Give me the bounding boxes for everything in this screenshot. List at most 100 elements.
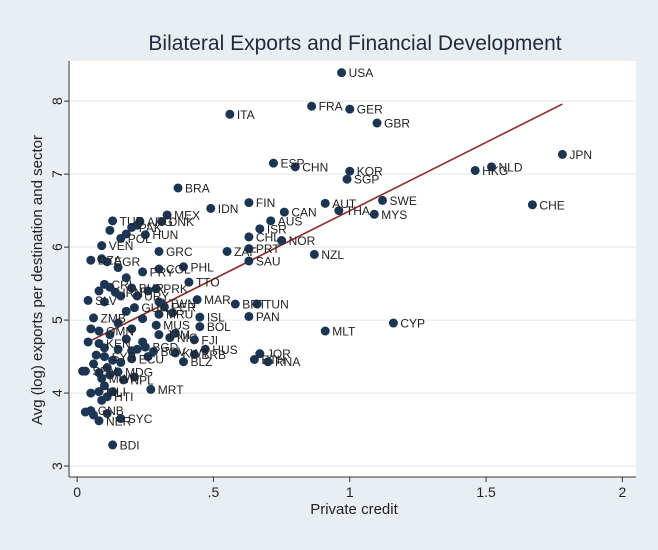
- data-point: [86, 324, 96, 334]
- data-point: [255, 349, 265, 359]
- point-label: SLV: [95, 294, 117, 308]
- data-point: [140, 230, 150, 240]
- point-label: IDN: [218, 202, 239, 216]
- data-point: [222, 246, 232, 256]
- data-point: [97, 241, 107, 251]
- data-point: [369, 209, 379, 219]
- data-point: [178, 262, 188, 272]
- data-point: [102, 392, 112, 402]
- point-label: KOR: [357, 165, 383, 179]
- data-point: [165, 333, 175, 343]
- point-label: COL: [166, 263, 191, 277]
- data-point: [89, 359, 99, 369]
- plot-area: [69, 61, 636, 477]
- point-label: NZL: [321, 248, 344, 262]
- data-point: [102, 409, 112, 419]
- x-tick-label: 2: [618, 484, 626, 500]
- point-label: BDI: [120, 438, 140, 452]
- data-point: [113, 318, 123, 328]
- data-point: [527, 200, 537, 210]
- point-label: BRT: [242, 298, 266, 312]
- point-label: AUS: [278, 214, 303, 228]
- data-point: [154, 309, 164, 319]
- point-label: TUN: [264, 298, 289, 312]
- data-point: [266, 216, 276, 226]
- point-label: THA: [346, 204, 370, 218]
- y-tick-label: 6: [49, 243, 65, 251]
- point-label: KEN: [106, 337, 131, 351]
- point-label: SGP: [354, 173, 379, 187]
- data-point: [151, 284, 161, 294]
- data-point: [80, 366, 90, 376]
- data-point: [83, 295, 93, 305]
- data-point: [94, 286, 104, 296]
- data-point: [337, 68, 347, 78]
- data-point: [372, 118, 382, 128]
- data-point: [154, 246, 164, 256]
- point-label: GRC: [166, 245, 193, 259]
- data-point: [157, 217, 167, 227]
- point-label: MDG: [125, 365, 153, 379]
- data-point: [138, 267, 148, 277]
- data-point: [105, 225, 115, 235]
- point-label: MLI: [106, 385, 126, 399]
- data-point: [97, 373, 107, 383]
- point-label: HUS: [212, 343, 237, 357]
- data-point: [151, 320, 161, 330]
- point-label: PRK: [163, 282, 188, 296]
- point-label: HKG: [482, 164, 508, 178]
- data-point: [184, 277, 194, 287]
- point-label: SYR: [111, 350, 136, 364]
- data-point: [252, 299, 262, 309]
- data-point: [487, 162, 497, 172]
- point-label: SYC: [128, 412, 153, 426]
- point-label: GUA: [141, 301, 167, 315]
- data-point: [162, 210, 172, 220]
- point-label: DNK: [169, 215, 194, 229]
- data-point: [113, 344, 123, 354]
- point-label: ETH: [261, 353, 285, 367]
- point-label: FJI: [201, 333, 218, 347]
- point-label: RNA: [275, 355, 300, 369]
- point-label: NPL: [131, 373, 155, 387]
- data-point: [121, 306, 131, 316]
- y-tick-labels: 3 4 5 6 7 8: [49, 97, 65, 470]
- y-tick-label: 7: [49, 170, 65, 178]
- chart-title: Bilateral Exports and Financial Developm…: [148, 32, 561, 55]
- data-point: [102, 363, 112, 373]
- point-label: SWE: [389, 194, 416, 208]
- x-tick-label: .5: [208, 484, 220, 500]
- data-point: [192, 295, 202, 305]
- point-label: CHL: [256, 230, 280, 244]
- data-point: [388, 318, 398, 328]
- data-point: [116, 414, 126, 424]
- y-tick-label: 5: [49, 316, 65, 324]
- data-point: [154, 330, 164, 340]
- data-point: [127, 222, 137, 232]
- point-label: ECU: [139, 352, 164, 366]
- data-point: [94, 326, 104, 336]
- data-point: [83, 337, 93, 347]
- point-label: DZA: [98, 254, 122, 268]
- point-label: ISR: [267, 222, 287, 236]
- point-label: MEX: [174, 208, 200, 222]
- x-axis-label: Private credit: [310, 501, 398, 518]
- data-point: [99, 381, 109, 391]
- point-label: PRY: [150, 265, 174, 279]
- point-label: GER: [357, 103, 383, 117]
- data-point: [99, 297, 109, 307]
- point-label: ARG: [147, 215, 173, 229]
- point-label: CHE: [539, 198, 564, 212]
- x-tick-label: 0: [73, 484, 81, 500]
- data-point: [89, 313, 99, 323]
- point-label: JAM: [166, 328, 190, 342]
- data-point: [110, 287, 120, 297]
- data-point: [108, 355, 118, 365]
- point-label: VEN: [109, 239, 134, 253]
- point-label: JPN: [569, 148, 592, 162]
- point-label: BOV: [161, 345, 186, 359]
- data-point: [345, 166, 355, 176]
- point-label: HTI: [114, 390, 133, 404]
- data-point: [116, 233, 126, 243]
- data-point: [320, 326, 330, 336]
